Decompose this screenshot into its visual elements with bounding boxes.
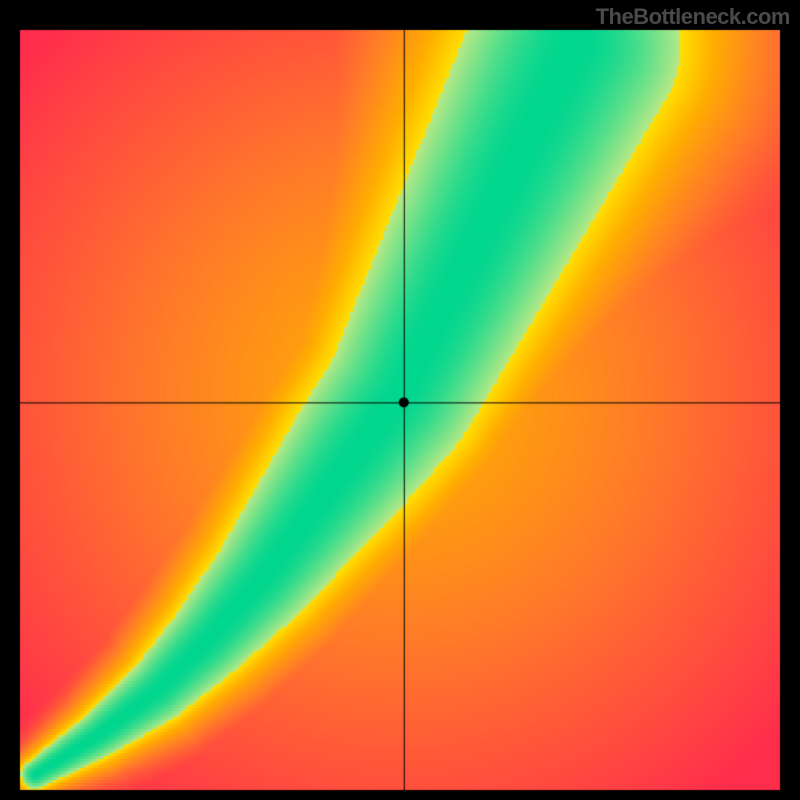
bottleneck-heatmap — [0, 0, 800, 800]
chart-container: TheBottleneck.com — [0, 0, 800, 800]
watermark-label: TheBottleneck.com — [596, 4, 790, 30]
